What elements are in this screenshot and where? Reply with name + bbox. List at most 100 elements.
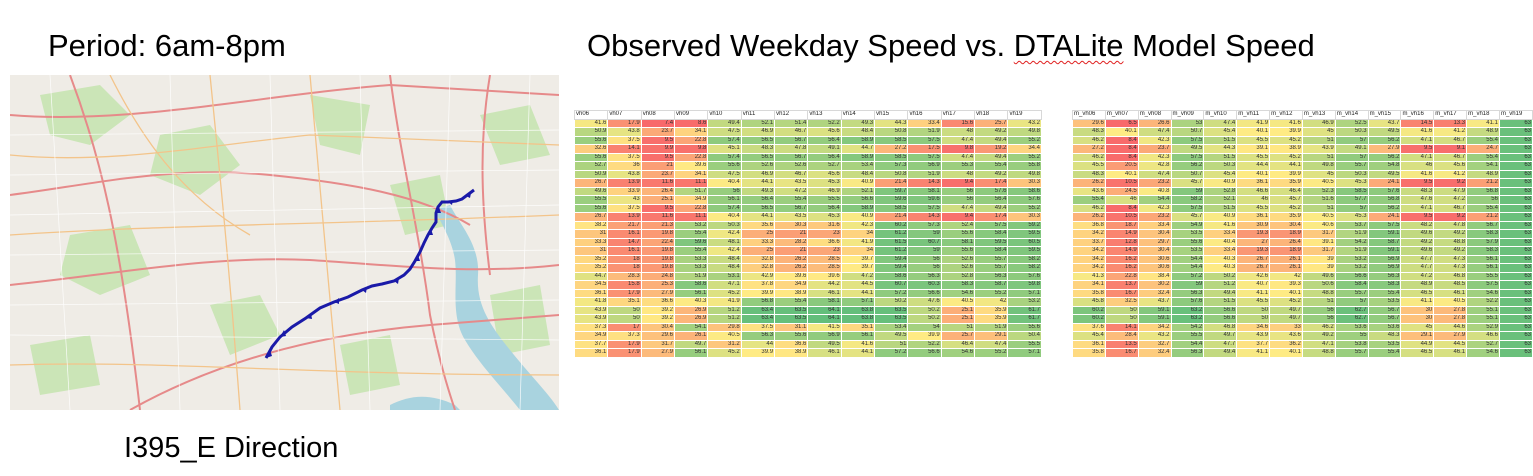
table-cell[interactable]: 45.4 xyxy=(1203,127,1238,137)
table-cell[interactable]: 21 xyxy=(640,161,676,171)
table-cell[interactable]: 38.9 xyxy=(1269,144,1303,154)
table-cell[interactable]: 50.8 xyxy=(874,127,909,137)
table-cell[interactable]: 45.2 xyxy=(707,288,742,298)
table-cell[interactable]: 35.2 xyxy=(573,254,609,264)
table-cell[interactable]: 26.2 xyxy=(774,263,809,273)
table-cell[interactable]: 47.3 xyxy=(1433,263,1468,273)
table-cell[interactable]: 39.6 xyxy=(774,271,809,281)
table-cell[interactable]: 63 xyxy=(1498,220,1533,230)
table-cell[interactable]: 49.5 xyxy=(874,331,909,341)
table-cell[interactable]: 45.7 xyxy=(1170,212,1205,222)
model-column-header[interactable]: m_vh17 xyxy=(1433,110,1468,120)
table-cell[interactable]: 56.4 xyxy=(807,152,842,162)
table-cell[interactable]: 46.6 xyxy=(1236,186,1271,196)
table-cell[interactable]: 41.2 xyxy=(1433,169,1468,179)
table-cell[interactable]: 53.2 xyxy=(1334,263,1369,273)
table-cell[interactable]: 49.6 xyxy=(1400,229,1435,239)
table-cell[interactable]: 33.3 xyxy=(740,237,776,247)
table-cell[interactable]: 55.4 xyxy=(1466,135,1500,145)
table-cell[interactable]: 30.6 xyxy=(1137,263,1172,273)
table-cell[interactable]: 50.7 xyxy=(1170,127,1205,137)
table-cell[interactable]: 35.6 xyxy=(740,220,776,230)
table-cell[interactable]: 63 xyxy=(1498,135,1533,145)
table-cell[interactable]: 30 xyxy=(1400,305,1435,315)
table-cell[interactable]: 22.8 xyxy=(674,135,709,145)
table-cell[interactable]: 46.7 xyxy=(774,169,809,179)
table-cell[interactable]: 11.6 xyxy=(640,212,676,222)
table-cell[interactable]: 52.8 xyxy=(940,271,976,281)
table-cell[interactable]: 14.1 xyxy=(607,144,642,154)
table-cell[interactable]: 27.9 xyxy=(640,348,676,358)
model-column-header[interactable]: m_vh18 xyxy=(1466,110,1500,120)
table-cell[interactable]: 45.4 xyxy=(1072,331,1106,341)
table-cell[interactable]: 63 xyxy=(1498,127,1533,137)
table-cell[interactable]: 40.1 xyxy=(1269,288,1303,298)
table-cell[interactable]: 13.9 xyxy=(607,212,642,222)
table-cell[interactable]: 59.1 xyxy=(1137,314,1172,324)
table-cell[interactable]: 57.4 xyxy=(707,203,742,213)
table-cell[interactable]: 56.6 xyxy=(1203,305,1238,315)
table-cell[interactable]: 39 xyxy=(1301,254,1336,264)
table-cell[interactable]: 44.3 xyxy=(1203,144,1238,154)
table-cell[interactable]: 24.5 xyxy=(1104,186,1139,196)
table-cell[interactable]: 30.3 xyxy=(1007,212,1042,222)
table-cell[interactable]: 51.9 xyxy=(907,127,942,137)
table-cell[interactable]: 34.2 xyxy=(1072,254,1106,264)
table-cell[interactable]: 36.2 xyxy=(1269,339,1303,349)
table-cell[interactable]: 47.4 xyxy=(974,339,1009,349)
table-cell[interactable]: 53.1 xyxy=(707,271,742,281)
observed-column-header[interactable]: vh19 xyxy=(1007,110,1042,120)
table-cell[interactable]: 53.5 xyxy=(1170,229,1205,239)
table-cell[interactable]: 34.2 xyxy=(1072,229,1106,239)
table-cell[interactable]: 63.5 xyxy=(774,305,809,315)
table-cell[interactable]: 27.8 xyxy=(1433,314,1468,324)
table-cell[interactable]: 63.5 xyxy=(874,314,909,324)
table-cell[interactable]: 39 xyxy=(1301,263,1336,273)
table-cell[interactable]: 52.6 xyxy=(940,263,976,273)
observed-column-header[interactable]: vh08 xyxy=(640,110,676,120)
table-cell[interactable]: 46.6 xyxy=(1466,331,1500,341)
table-cell[interactable]: 28.3 xyxy=(607,271,642,281)
table-cell[interactable]: 22.8 xyxy=(674,203,709,213)
table-cell[interactable]: 59.5 xyxy=(974,237,1009,247)
table-cell[interactable]: 43.6 xyxy=(1269,331,1303,341)
table-cell[interactable]: 56 xyxy=(1466,195,1500,205)
table-cell[interactable]: 19.2 xyxy=(974,144,1009,154)
table-cell[interactable]: 57.6 xyxy=(1170,297,1205,307)
table-cell[interactable]: 49.3 xyxy=(740,186,776,196)
table-cell[interactable]: 63 xyxy=(1498,254,1533,264)
table-cell[interactable]: 46.9 xyxy=(807,186,842,196)
table-cell[interactable]: 18.9 xyxy=(1269,229,1303,239)
table-cell[interactable]: 52.1 xyxy=(1203,195,1238,205)
table-cell[interactable]: 36.6 xyxy=(774,339,809,349)
table-cell[interactable]: 57.6 xyxy=(974,186,1009,196)
table-cell[interactable]: 42.9 xyxy=(740,271,776,281)
table-cell[interactable]: 25.1 xyxy=(940,305,976,315)
table-cell[interactable]: 46.7 xyxy=(1433,152,1468,162)
table-cell[interactable]: 51.2 xyxy=(707,314,742,324)
table-cell[interactable]: 41.9 xyxy=(1236,118,1271,128)
table-cell[interactable]: 41.2 xyxy=(1433,127,1468,137)
table-cell[interactable]: 45.2 xyxy=(1269,135,1303,145)
table-cell[interactable]: 33.4 xyxy=(1203,246,1238,256)
table-cell[interactable]: 36.8 xyxy=(1072,220,1106,230)
table-cell[interactable]: 46.2 xyxy=(1072,135,1106,145)
table-cell[interactable]: 35.9 xyxy=(1269,178,1303,188)
table-cell[interactable]: 19.8 xyxy=(640,254,676,264)
table-cell[interactable]: 55.2 xyxy=(1007,135,1042,145)
table-cell[interactable]: 45 xyxy=(1400,322,1435,332)
table-cell[interactable]: 8.4 xyxy=(1104,152,1139,162)
table-cell[interactable]: 38.2 xyxy=(573,220,609,230)
table-cell[interactable]: 26.6 xyxy=(1137,118,1172,128)
table-cell[interactable]: 37.7 xyxy=(573,339,609,349)
table-cell[interactable]: 56.7 xyxy=(774,203,809,213)
table-cell[interactable]: 21 xyxy=(774,246,809,256)
model-column-header[interactable]: m_vh09 xyxy=(1170,110,1205,120)
table-cell[interactable]: 35.2 xyxy=(573,263,609,273)
table-cell[interactable]: 49.7 xyxy=(674,339,709,349)
table-cell[interactable]: 34.2 xyxy=(1072,263,1106,273)
table-cell[interactable]: 63.2 xyxy=(1170,314,1205,324)
table-cell[interactable]: 55.4 xyxy=(1466,203,1500,213)
table-cell[interactable]: 48.4 xyxy=(840,169,876,179)
table-cell[interactable]: 16.1 xyxy=(607,246,642,256)
